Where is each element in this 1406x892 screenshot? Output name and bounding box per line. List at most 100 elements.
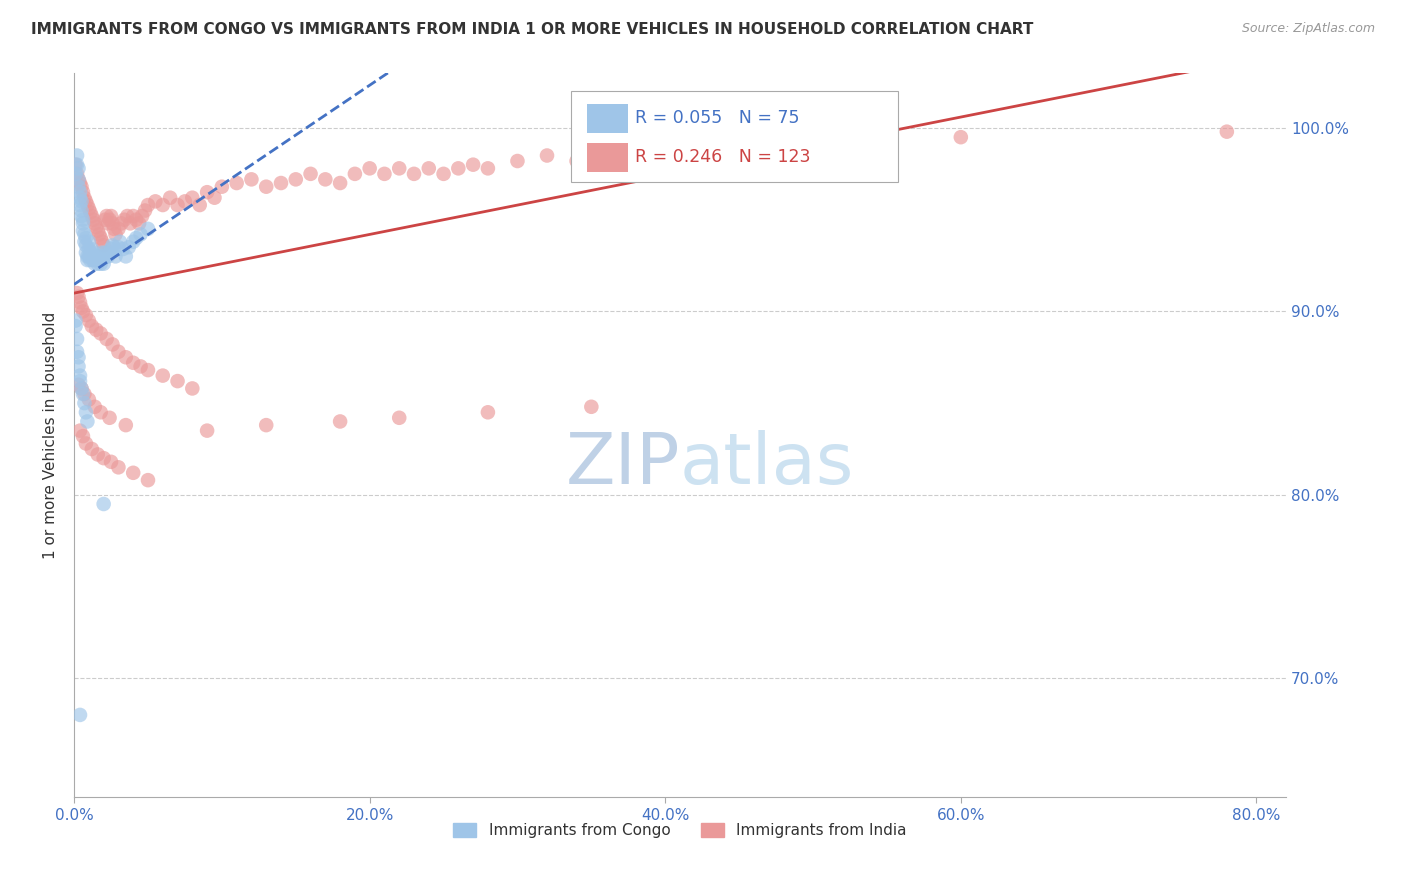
Point bbox=[83, 249, 105, 263]
Point bbox=[145, 194, 167, 209]
Point bbox=[73, 227, 96, 242]
Point bbox=[110, 216, 132, 230]
Point bbox=[93, 257, 115, 271]
Point bbox=[136, 363, 159, 377]
Point bbox=[122, 356, 145, 370]
Point bbox=[73, 235, 96, 249]
Point bbox=[97, 216, 120, 230]
Point bbox=[477, 405, 499, 419]
Point bbox=[195, 185, 218, 199]
Point bbox=[90, 257, 112, 271]
Point bbox=[75, 238, 97, 252]
Point bbox=[69, 176, 91, 190]
Point bbox=[79, 205, 101, 219]
Point bbox=[343, 167, 366, 181]
Point bbox=[65, 167, 87, 181]
Point bbox=[76, 198, 98, 212]
Point bbox=[69, 191, 91, 205]
Point bbox=[108, 235, 131, 249]
Point bbox=[90, 231, 112, 245]
Point bbox=[432, 167, 454, 181]
Point bbox=[100, 209, 122, 223]
Point bbox=[581, 400, 603, 414]
Point bbox=[477, 161, 499, 176]
Point bbox=[73, 191, 96, 205]
Point bbox=[76, 253, 98, 268]
Point bbox=[75, 405, 97, 419]
Point bbox=[70, 381, 93, 395]
Point bbox=[107, 344, 129, 359]
Point bbox=[624, 148, 647, 162]
Point bbox=[166, 198, 188, 212]
Point bbox=[66, 344, 89, 359]
Point bbox=[84, 220, 107, 235]
Point bbox=[84, 249, 107, 263]
Point bbox=[67, 172, 90, 186]
Point bbox=[204, 191, 226, 205]
Point bbox=[565, 154, 588, 169]
Point bbox=[90, 249, 112, 263]
Point bbox=[72, 387, 94, 401]
Point bbox=[270, 176, 292, 190]
Point bbox=[103, 222, 125, 236]
Point bbox=[80, 249, 103, 263]
Point bbox=[69, 424, 91, 438]
Point bbox=[98, 212, 121, 227]
Point bbox=[114, 249, 136, 263]
Point bbox=[69, 707, 91, 722]
Point bbox=[254, 179, 277, 194]
Point bbox=[329, 176, 352, 190]
Point bbox=[87, 447, 110, 461]
Point bbox=[83, 257, 105, 271]
Point bbox=[225, 176, 247, 190]
Point bbox=[188, 198, 211, 212]
Point bbox=[136, 222, 159, 236]
Point bbox=[70, 203, 93, 218]
Point bbox=[75, 231, 97, 245]
Point bbox=[388, 410, 411, 425]
Point bbox=[72, 429, 94, 443]
Point bbox=[96, 332, 118, 346]
Point bbox=[359, 161, 381, 176]
Point bbox=[122, 235, 145, 249]
Point bbox=[77, 392, 100, 407]
Point bbox=[72, 185, 94, 199]
Point bbox=[284, 172, 307, 186]
Point bbox=[314, 172, 336, 186]
Point bbox=[89, 227, 111, 242]
Point bbox=[388, 161, 411, 176]
Point bbox=[122, 209, 145, 223]
Point bbox=[70, 209, 93, 223]
Point bbox=[82, 253, 104, 268]
Point bbox=[80, 209, 103, 223]
Point bbox=[107, 460, 129, 475]
Point bbox=[84, 323, 107, 337]
FancyBboxPatch shape bbox=[571, 91, 898, 182]
Point bbox=[72, 212, 94, 227]
Point bbox=[159, 191, 181, 205]
Point bbox=[82, 212, 104, 227]
Point bbox=[654, 143, 676, 157]
Text: ZIP: ZIP bbox=[565, 430, 681, 499]
FancyBboxPatch shape bbox=[586, 143, 628, 171]
Point bbox=[91, 235, 114, 249]
Point bbox=[166, 374, 188, 388]
Point bbox=[67, 172, 90, 186]
Point bbox=[82, 245, 104, 260]
Point bbox=[96, 249, 118, 263]
Point bbox=[111, 242, 134, 256]
Text: atlas: atlas bbox=[681, 430, 855, 499]
Point bbox=[125, 231, 148, 245]
Point bbox=[949, 130, 972, 145]
Point bbox=[69, 295, 91, 310]
Point bbox=[69, 368, 91, 383]
Point bbox=[73, 387, 96, 401]
Point bbox=[98, 245, 121, 260]
Point bbox=[66, 167, 89, 181]
Point bbox=[87, 224, 110, 238]
Point bbox=[87, 249, 110, 263]
Point bbox=[801, 139, 824, 153]
Point bbox=[104, 227, 127, 242]
Point bbox=[299, 167, 322, 181]
Point bbox=[67, 290, 90, 304]
